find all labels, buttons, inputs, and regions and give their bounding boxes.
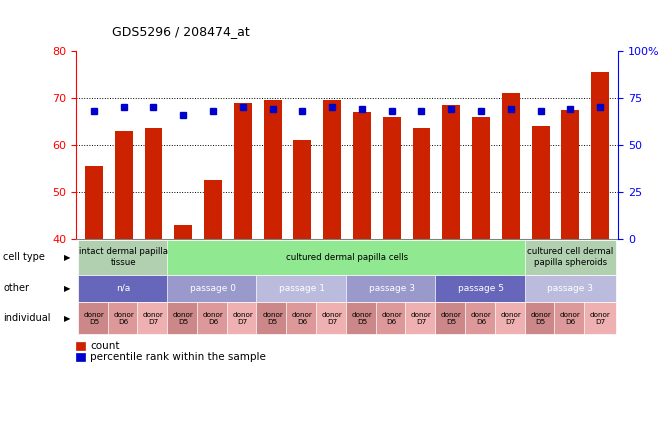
Text: ▶: ▶ — [64, 284, 71, 293]
Text: donor
D6: donor D6 — [113, 312, 134, 325]
Text: cultured dermal papilla cells: cultured dermal papilla cells — [286, 253, 408, 262]
Text: cultured cell dermal
papilla spheroids: cultured cell dermal papilla spheroids — [527, 247, 613, 267]
Bar — [353, 112, 371, 239]
Text: donor
D6: donor D6 — [560, 312, 581, 325]
Text: individual: individual — [3, 313, 51, 323]
Bar — [115, 131, 133, 239]
Bar — [412, 129, 430, 239]
Text: cell type: cell type — [3, 252, 45, 262]
Text: donor
D6: donor D6 — [471, 312, 492, 325]
Text: other: other — [3, 283, 29, 294]
Text: passage 0: passage 0 — [190, 284, 236, 293]
Bar — [531, 126, 549, 239]
Text: ▶: ▶ — [64, 314, 71, 323]
Text: donor
D5: donor D5 — [262, 312, 283, 325]
Bar — [85, 166, 103, 239]
Text: passage 3: passage 3 — [547, 284, 594, 293]
Text: donor
D6: donor D6 — [292, 312, 313, 325]
Text: donor
D5: donor D5 — [352, 312, 372, 325]
Text: donor
D6: donor D6 — [381, 312, 402, 325]
Bar — [442, 105, 460, 239]
Text: intact dermal papilla
tissue: intact dermal papilla tissue — [79, 247, 168, 267]
Bar — [204, 180, 222, 239]
Bar — [383, 117, 401, 239]
Bar — [591, 72, 609, 239]
Bar — [323, 100, 341, 239]
Bar — [293, 140, 311, 239]
Text: GDS5296 / 208474_at: GDS5296 / 208474_at — [112, 25, 250, 38]
Text: percentile rank within the sample: percentile rank within the sample — [90, 352, 266, 362]
Text: donor
D5: donor D5 — [441, 312, 461, 325]
Text: passage 1: passage 1 — [280, 284, 325, 293]
Text: donor
D5: donor D5 — [173, 312, 194, 325]
Text: donor
D7: donor D7 — [590, 312, 611, 325]
Text: donor
D7: donor D7 — [233, 312, 253, 325]
Bar — [472, 117, 490, 239]
Text: count: count — [90, 341, 120, 351]
Bar — [175, 225, 192, 239]
Bar — [234, 102, 252, 239]
Text: donor
D5: donor D5 — [530, 312, 551, 325]
Bar — [145, 129, 163, 239]
Bar — [561, 110, 579, 239]
Text: donor
D6: donor D6 — [202, 312, 223, 325]
Text: donor
D7: donor D7 — [143, 312, 164, 325]
Bar — [264, 100, 282, 239]
Text: donor
D7: donor D7 — [322, 312, 342, 325]
Text: passage 5: passage 5 — [458, 284, 504, 293]
Bar — [502, 93, 520, 239]
Text: donor
D7: donor D7 — [500, 312, 522, 325]
Text: n/a: n/a — [116, 284, 131, 293]
Text: passage 3: passage 3 — [369, 284, 414, 293]
Text: donor
D7: donor D7 — [411, 312, 432, 325]
Text: donor
D5: donor D5 — [83, 312, 104, 325]
Text: ▶: ▶ — [64, 253, 71, 262]
